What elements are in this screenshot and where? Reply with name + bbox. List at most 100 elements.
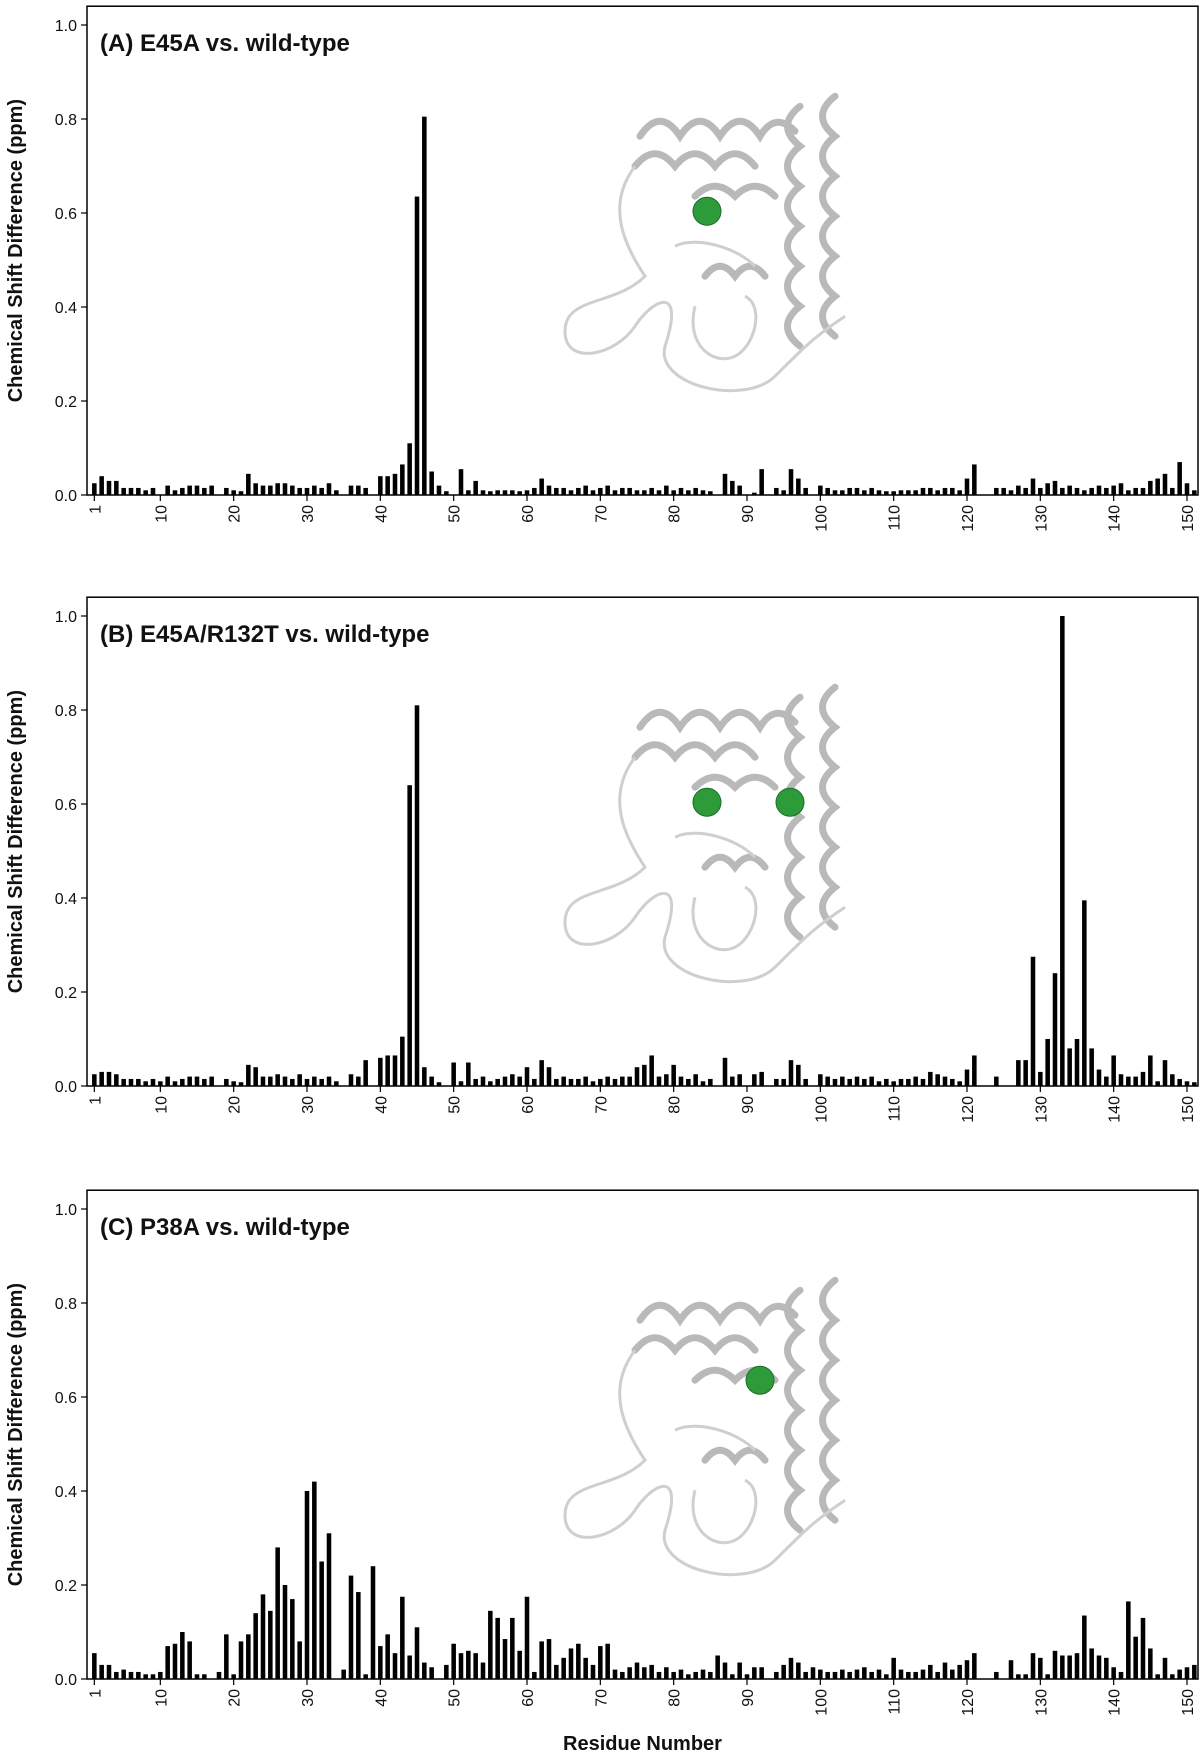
y-tick-label: 0.4: [55, 891, 77, 908]
bar: [385, 476, 390, 495]
bar: [920, 1078, 926, 1086]
bar: [231, 1674, 236, 1679]
bar: [92, 1074, 97, 1086]
bar: [686, 1674, 691, 1679]
bar: [832, 1671, 838, 1679]
bar: [473, 1078, 478, 1086]
x-tick-label: 1: [87, 1689, 104, 1698]
bar: [99, 476, 104, 495]
bar: [1096, 485, 1102, 495]
x-tick-label: 90: [740, 1689, 757, 1707]
bar: [649, 1055, 654, 1086]
bar: [209, 1076, 214, 1086]
bar: [561, 1657, 566, 1679]
bar: [1133, 1636, 1138, 1679]
bar: [664, 1074, 669, 1086]
bar: [752, 1667, 757, 1679]
bar: [312, 1481, 317, 1679]
bar: [957, 1081, 962, 1086]
x-tick-label: 1: [87, 1096, 104, 1105]
x-tick-label: 130: [1033, 1096, 1050, 1123]
y-tick-label: 0.6: [55, 206, 77, 223]
bar: [818, 1074, 823, 1086]
bar: [649, 487, 654, 495]
x-tick-label: 80: [667, 1689, 684, 1707]
bar: [224, 1078, 229, 1086]
bar: [128, 1078, 134, 1086]
bar: [414, 705, 420, 1086]
y-tick-label: 0.2: [55, 394, 77, 411]
bar: [1074, 1653, 1080, 1679]
bar: [1074, 487, 1080, 495]
x-tick-label: 20: [227, 505, 244, 523]
bar: [818, 485, 823, 495]
bar: [444, 491, 449, 495]
bar: [1067, 1655, 1072, 1679]
bar: [869, 1076, 874, 1086]
structure-image: [565, 687, 845, 981]
bar: [950, 1078, 955, 1086]
bar: [99, 1071, 104, 1086]
bar: [612, 1669, 618, 1679]
bar: [1045, 1674, 1050, 1679]
bar: [788, 1657, 794, 1679]
bar: [693, 1671, 698, 1679]
bar: [1111, 1667, 1116, 1679]
bar: [781, 1078, 786, 1086]
bar: [708, 1078, 713, 1086]
bar: [326, 1533, 332, 1679]
bar: [150, 1674, 156, 1679]
bar: [114, 1671, 119, 1679]
bar: [722, 1057, 728, 1086]
bar: [1118, 483, 1124, 495]
bar: [554, 1664, 559, 1679]
structure-ribbon: [565, 1280, 845, 1574]
bar: [1148, 1055, 1153, 1086]
bar: [253, 483, 258, 495]
x-tick-label: 150: [1180, 1689, 1197, 1716]
bar: [744, 1674, 750, 1679]
ion-sphere: [775, 787, 805, 817]
bar: [1104, 1657, 1109, 1679]
bar: [942, 1076, 948, 1086]
bar: [187, 1076, 192, 1086]
bar: [1060, 616, 1065, 1086]
bar: [290, 1078, 295, 1086]
bar: [854, 1076, 860, 1086]
bar: [121, 487, 126, 495]
x-tick-label: 90: [740, 1096, 757, 1114]
bar: [297, 1074, 302, 1086]
bar: [898, 1669, 904, 1679]
bar: [950, 1669, 955, 1679]
bar: [1038, 487, 1043, 495]
bar: [788, 469, 794, 495]
bar: [473, 1653, 478, 1679]
bar: [304, 487, 310, 495]
bar: [957, 1664, 962, 1679]
bar: [554, 487, 559, 495]
bar: [488, 1081, 493, 1086]
bar: [326, 483, 332, 495]
bar: [627, 1076, 632, 1086]
bar: [656, 1671, 662, 1679]
bar: [554, 1078, 559, 1086]
bar: [370, 1566, 376, 1679]
bar: [546, 485, 552, 495]
bar: [282, 1076, 288, 1086]
x-tick-label: 120: [960, 1689, 977, 1716]
bar: [458, 1653, 464, 1679]
bar: [282, 1585, 288, 1679]
bar: [334, 1081, 339, 1086]
bar: [1052, 480, 1058, 495]
bar: [341, 1669, 346, 1679]
x-tick-label: 10: [153, 1689, 170, 1707]
bar: [473, 480, 478, 495]
y-tick-label: 0.2: [55, 1578, 77, 1595]
bar: [356, 1076, 361, 1086]
bar: [906, 1671, 911, 1679]
bar: [869, 1671, 874, 1679]
bar: [517, 1076, 522, 1086]
bar: [546, 1639, 552, 1679]
bar: [1184, 1667, 1190, 1679]
